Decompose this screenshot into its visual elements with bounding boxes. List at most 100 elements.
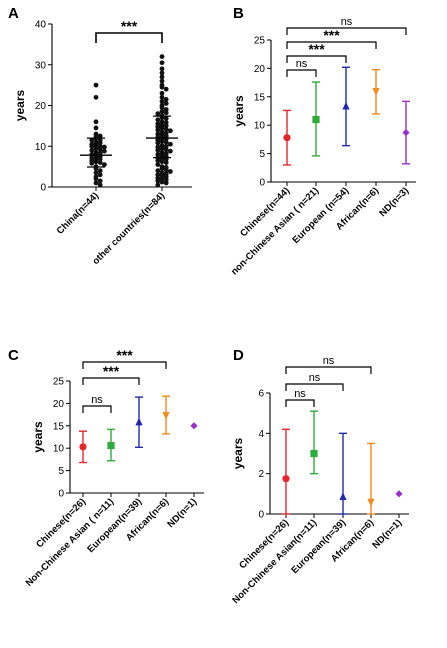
mean-marker [107,441,115,450]
data-point [93,125,99,131]
data-point [89,143,95,149]
significance-label: *** [121,18,138,34]
mean-marker [395,490,403,498]
x-tick-label: other countries(n=84) [90,190,167,267]
data-point [168,148,173,154]
data-point [93,94,99,100]
y-tick-label: 30 [35,60,47,71]
data-point [93,176,99,182]
x-tick-label: ND(n=1) [165,496,199,530]
panel-label-a: A [8,5,19,22]
data-point [89,147,95,153]
significance-bracket [286,27,407,35]
data-point [163,139,169,145]
x-tick-label: ND(n=3) [377,185,411,219]
data-point [155,127,161,133]
y-axis-label: years [31,421,45,453]
mean-marker [282,475,290,483]
panel-c: C0510152025yearsChinese(n=26)Non-Chinese… [8,347,204,589]
data-point [155,182,161,188]
data-point [159,78,165,84]
y-tick-label: 10 [254,121,266,132]
data-point [163,180,169,186]
y-tick-label: 0 [40,183,46,194]
data-point [97,133,103,139]
y-tick-label: 4 [258,429,264,440]
y-axis-label: years [13,89,27,121]
mean-marker [190,422,198,430]
y-tick-label: 20 [35,101,47,112]
data-point [93,119,99,125]
significance-label: *** [323,27,340,43]
significance-label: *** [116,347,133,363]
data-point [159,66,165,72]
data-point [159,74,165,80]
y-tick-label: 20 [53,399,65,410]
data-point [93,170,99,176]
significance-bracket [286,55,347,63]
mean-marker [339,492,347,500]
x-tick-label: ND(n=1) [370,517,404,551]
mean-marker [372,88,380,96]
data-point [97,172,103,178]
data-point [163,86,169,92]
data-point [97,178,103,184]
data-point [163,147,169,152]
y-tick-label: 20 [254,64,266,75]
significance-bracket [285,383,344,391]
data-point [159,54,165,59]
data-point [168,141,173,147]
data-point [89,137,95,143]
significance-label: ns [323,355,335,367]
y-tick-label: 6 [258,389,264,400]
mean-marker [402,128,410,137]
panel-label-c: C [8,347,19,364]
data-point [159,70,165,76]
data-point [159,90,165,96]
data-point [163,167,169,173]
panel-label-d: D [233,347,244,364]
data-point [97,168,103,174]
y-tick-label: 10 [53,444,65,455]
data-point [155,147,161,153]
data-point [102,144,107,150]
data-point [155,111,161,117]
data-point [159,105,165,110]
significance-bracket [285,399,315,407]
data-point [97,147,103,152]
significance-bracket [286,69,317,77]
data-point [159,60,165,66]
data-point [89,160,95,166]
data-point [159,84,165,90]
data-point [159,166,165,172]
significance-label: ns [294,388,306,400]
y-tick-label: 40 [35,20,47,31]
y-tick-label: 25 [254,36,266,47]
data-point [163,101,169,106]
significance-bracket [285,366,372,374]
y-tick-label: 0 [259,178,265,189]
mean-marker [79,443,87,451]
data-point [155,168,161,174]
data-point [159,179,165,185]
significance-bracket [82,405,112,413]
data-point [155,117,161,123]
y-axis-label: years [232,95,246,127]
mean-marker [342,101,350,110]
data-point [159,94,165,100]
significance-bracket [95,32,163,43]
significance-label: *** [308,41,325,57]
y-tick-label: 10 [35,142,47,153]
mean-marker [367,498,375,507]
data-point [163,126,169,132]
significance-label: ns [296,58,308,70]
significance-label: ns [341,16,353,28]
x-tick-label: Chinese(n=44) [238,185,292,239]
data-point [102,148,107,154]
mean-marker [312,115,320,124]
y-tick-label: 0 [258,510,264,521]
data-point [97,182,103,188]
data-point [155,162,161,167]
